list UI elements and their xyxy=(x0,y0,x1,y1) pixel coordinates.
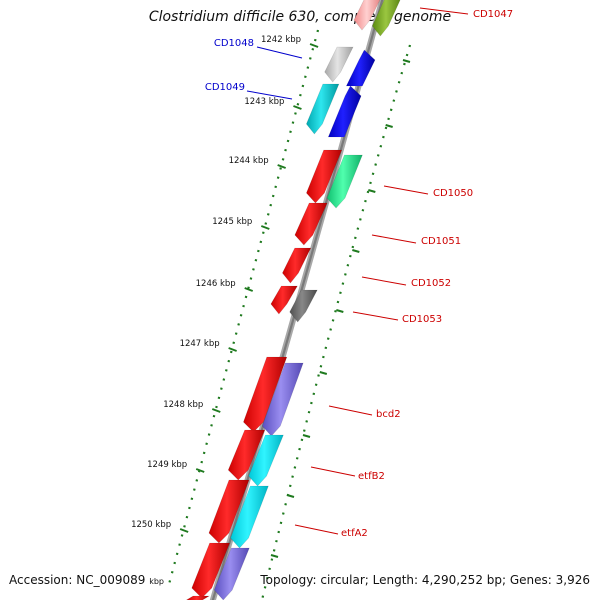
outer-tick xyxy=(336,309,344,313)
gene-feature-cd1050 xyxy=(326,154,363,209)
leader-line xyxy=(294,524,339,535)
gene-label: CD1047 xyxy=(473,9,513,20)
gene-feature-cd1047-left xyxy=(353,0,381,31)
gene-feature-bcd2 xyxy=(262,362,304,437)
leader-line xyxy=(361,276,407,286)
tick-label: 1249 kbp xyxy=(147,460,187,470)
leader-line xyxy=(246,90,293,100)
gene-label: CD1049 xyxy=(205,82,245,93)
tick-mark xyxy=(277,164,286,169)
gene-label: CD1050 xyxy=(433,188,473,199)
genome-summary: Topology: circular; Length: 4,290,252 bp… xyxy=(260,573,590,587)
tick-label: 1245 kbp xyxy=(212,217,252,227)
outer-tick xyxy=(352,249,360,253)
leader-line xyxy=(328,405,373,416)
gene-label: etfA2 xyxy=(341,528,368,539)
leader-line xyxy=(383,185,429,195)
gene-labels: CD1047 CD1048 CD1049 CD1050 CD1051 CD1052 CD10… xyxy=(205,9,513,539)
gene-feature-cd1047 xyxy=(372,0,401,37)
outer-tick xyxy=(385,124,393,128)
tick-mark xyxy=(309,43,319,48)
gene-label: bcd2 xyxy=(376,409,401,420)
gene-feature-purple-2 xyxy=(213,547,250,600)
outer-tick xyxy=(302,434,311,438)
gene-features xyxy=(186,0,401,600)
tick-mark xyxy=(293,105,302,110)
tick-label: 1243 kbp xyxy=(244,97,284,107)
outer-tick xyxy=(368,189,376,193)
tick-label: 1242 kbp xyxy=(261,35,301,45)
gene-feature-red-7 xyxy=(186,595,211,600)
outer-tick xyxy=(319,371,328,375)
gene-feature-etfa2 xyxy=(230,485,269,549)
outer-tick xyxy=(270,554,279,558)
leader-line xyxy=(256,46,303,59)
outer-tick xyxy=(402,59,411,63)
tick-label: 1247 kbp xyxy=(180,339,220,349)
label-leaders xyxy=(246,7,469,535)
accession-text: Accession: NC_009089 xyxy=(9,573,146,587)
gene-feature-cd1049 xyxy=(306,83,340,135)
accession-footer: Accession: NC_009089 kbp xyxy=(9,573,164,587)
dotted-guide-lines xyxy=(166,29,412,600)
gene-feature-etfb2 xyxy=(248,434,284,487)
gene-label: CD1048 xyxy=(214,38,254,49)
gene-feature-blue-1 xyxy=(345,49,376,87)
tick-mark xyxy=(179,528,189,533)
leader-line xyxy=(419,7,469,15)
tick-mark xyxy=(228,347,237,352)
gene-label: CD1053 xyxy=(402,314,442,325)
accession-unit: kbp xyxy=(149,577,165,586)
gene-label: etfB2 xyxy=(358,471,385,482)
gene-feature-cd1048 xyxy=(324,46,354,83)
leader-line xyxy=(352,311,399,321)
gene-feature-red-2 xyxy=(270,285,298,315)
tick-label: 1250 kbp xyxy=(131,520,171,530)
gene-feature-red-4 xyxy=(227,429,266,481)
gene-feature-blue-2 xyxy=(327,85,362,138)
gene-feature-red-1 xyxy=(306,149,343,204)
tick-label: 1244 kbp xyxy=(229,156,269,166)
gene-label: CD1051 xyxy=(421,236,461,247)
gene-feature-cd1052 xyxy=(282,247,312,284)
leader-line xyxy=(310,466,356,477)
outer-dotted-line xyxy=(260,44,412,600)
gene-feature-red-3 xyxy=(243,356,288,433)
tick-mark xyxy=(260,225,270,230)
tick-mark xyxy=(211,408,221,413)
outer-tick xyxy=(286,494,295,498)
gene-feature-cd1051 xyxy=(294,202,328,246)
inner-dotted-line xyxy=(166,29,320,589)
tick-mark xyxy=(195,468,205,473)
gene-label: CD1052 xyxy=(411,278,451,289)
tick-mark xyxy=(244,287,254,292)
leader-line xyxy=(371,234,417,244)
tick-label: 1248 kbp xyxy=(163,400,203,410)
gene-feature-red-5 xyxy=(208,479,250,544)
gene-feature-cd1053 xyxy=(289,289,318,323)
scale-ticks: 1242 kbp 1243 kbp 1244 kbp 1245 kbp 1246 kbp… xyxy=(131,35,411,558)
tick-label: 1246 kbp xyxy=(196,279,236,289)
gene-feature-red-6 xyxy=(191,542,231,599)
